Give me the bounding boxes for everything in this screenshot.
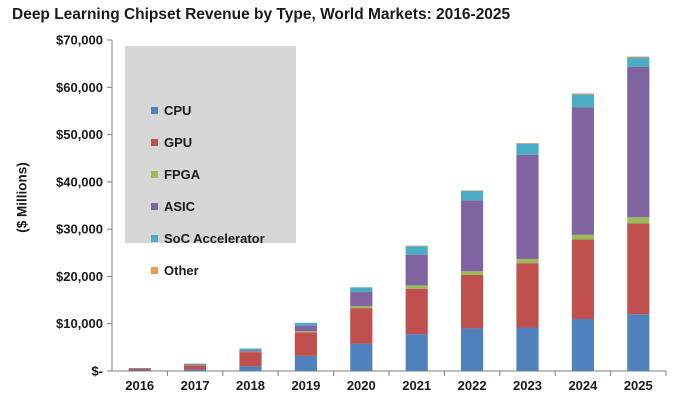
bar-fpga-2018 (239, 351, 262, 353)
y-tick-label: $40,000 (56, 174, 103, 189)
y-tick-label: $20,000 (56, 269, 103, 284)
bar-soc-accelerator-2020 (350, 287, 373, 293)
legend-label-gpu: GPU (164, 134, 193, 150)
legend-label-soc-accelerator: SoC Accelerator (164, 230, 265, 246)
bar-asic-2023 (516, 154, 539, 259)
legend-item-other: Other (151, 262, 199, 278)
bar-cpu-2017 (184, 369, 207, 371)
y-tick-label: $30,000 (56, 222, 103, 237)
legend-label-fpga: FPGA (164, 166, 201, 182)
x-tick-label: 2018 (236, 378, 265, 393)
bar-gpu-2020 (350, 308, 373, 344)
bar-asic-2022 (461, 200, 484, 272)
x-tick-label: 2022 (458, 378, 487, 393)
bar-gpu-2024 (571, 239, 594, 319)
legend-swatch-cpu (151, 106, 158, 114)
y-tick-label: $70,000 (56, 33, 103, 48)
bar-asic-2021 (405, 254, 428, 286)
bar-other-2024 (571, 93, 594, 95)
y-tick-label: $- (91, 364, 103, 379)
bar-gpu-2018 (239, 352, 262, 367)
bar-asic-2019 (294, 325, 317, 332)
bar-fpga-2024 (571, 234, 594, 240)
bar-gpu-2023 (516, 263, 539, 328)
bar-asic-2018 (239, 350, 262, 352)
legend: CPU GPU FPGA ASIC SoC Accelerator Other (125, 46, 296, 278)
bar-fpga-2021 (405, 285, 428, 289)
legend-swatch-asic (151, 202, 158, 210)
bar-fpga-2022 (461, 271, 484, 276)
legend-label-other: Other (164, 262, 199, 278)
legend-swatch-gpu (151, 138, 158, 146)
bar-other-2025 (627, 56, 650, 58)
bar-soc-accelerator-2017 (184, 363, 207, 365)
y-tick-label: $50,000 (56, 127, 103, 142)
x-tick-label: 2023 (513, 378, 542, 393)
legend-item-soc-accelerator: SoC Accelerator (151, 230, 265, 246)
x-tick-label: 2025 (624, 378, 653, 393)
x-tick-label: 2017 (181, 378, 210, 393)
bar-soc-accelerator-2022 (461, 190, 484, 201)
bar-gpu-2019 (294, 332, 317, 356)
bar-asic-2025 (627, 66, 650, 218)
bar-soc-accelerator-2024 (571, 94, 594, 108)
y-tick-label: $10,000 (56, 316, 103, 331)
bar-fpga-2017 (184, 365, 207, 366)
legend-swatch-soc-accelerator (151, 234, 158, 242)
x-tick-label: 2019 (291, 378, 320, 393)
bar-cpu-2024 (571, 318, 594, 371)
bar-fpga-2023 (516, 258, 539, 264)
bar-cpu-2021 (405, 334, 428, 371)
bar-soc-accelerator-2025 (627, 57, 650, 67)
bar-other-2023 (516, 143, 539, 144)
bar-gpu-2017 (184, 365, 207, 370)
legend-item-cpu: CPU (151, 102, 191, 118)
bar-cpu-2023 (516, 327, 539, 371)
bar-gpu-2016 (128, 368, 151, 371)
chart-title: Deep Learning Chipset Revenue by Type, W… (12, 6, 511, 23)
x-tick-label: 2016 (125, 378, 154, 393)
bar-gpu-2025 (627, 223, 650, 315)
bar-soc-accelerator-2019 (294, 322, 317, 326)
y-tick-label: $60,000 (56, 80, 103, 95)
bar-soc-accelerator-2023 (516, 143, 539, 155)
legend-label-cpu: CPU (164, 102, 192, 118)
bar-soc-accelerator-2016 (128, 368, 151, 369)
bar-cpu-2016 (128, 370, 151, 372)
x-tick-label: 2024 (568, 378, 598, 393)
legend-swatch-other (151, 266, 158, 274)
bar-cpu-2022 (461, 328, 484, 371)
legend-item-asic: ASIC (151, 198, 195, 214)
legend-item-gpu: GPU (151, 134, 192, 150)
bar-soc-accelerator-2018 (239, 348, 262, 351)
bar-fpga-2025 (627, 217, 650, 224)
bar-other-2022 (461, 190, 484, 191)
bar-asic-2020 (350, 292, 373, 307)
bar-fpga-2019 (294, 331, 317, 333)
bar-asic-2024 (571, 107, 594, 235)
bar-fpga-2020 (350, 306, 373, 309)
x-tick-label: 2021 (402, 378, 431, 393)
bar-cpu-2019 (294, 355, 317, 371)
bar-soc-accelerator-2021 (405, 246, 428, 255)
bar-gpu-2021 (405, 288, 428, 335)
bar-cpu-2025 (627, 314, 650, 371)
legend-item-fpga: FPGA (151, 166, 200, 182)
legend-swatch-fpga (151, 170, 158, 178)
bar-asic-2017 (184, 364, 207, 366)
bar-other-2021 (405, 245, 428, 247)
bar-gpu-2022 (461, 275, 484, 329)
bar-cpu-2018 (239, 366, 262, 371)
legend-label-asic: ASIC (164, 198, 196, 214)
bar-cpu-2020 (350, 343, 373, 371)
x-tick-label: 2020 (347, 378, 376, 393)
